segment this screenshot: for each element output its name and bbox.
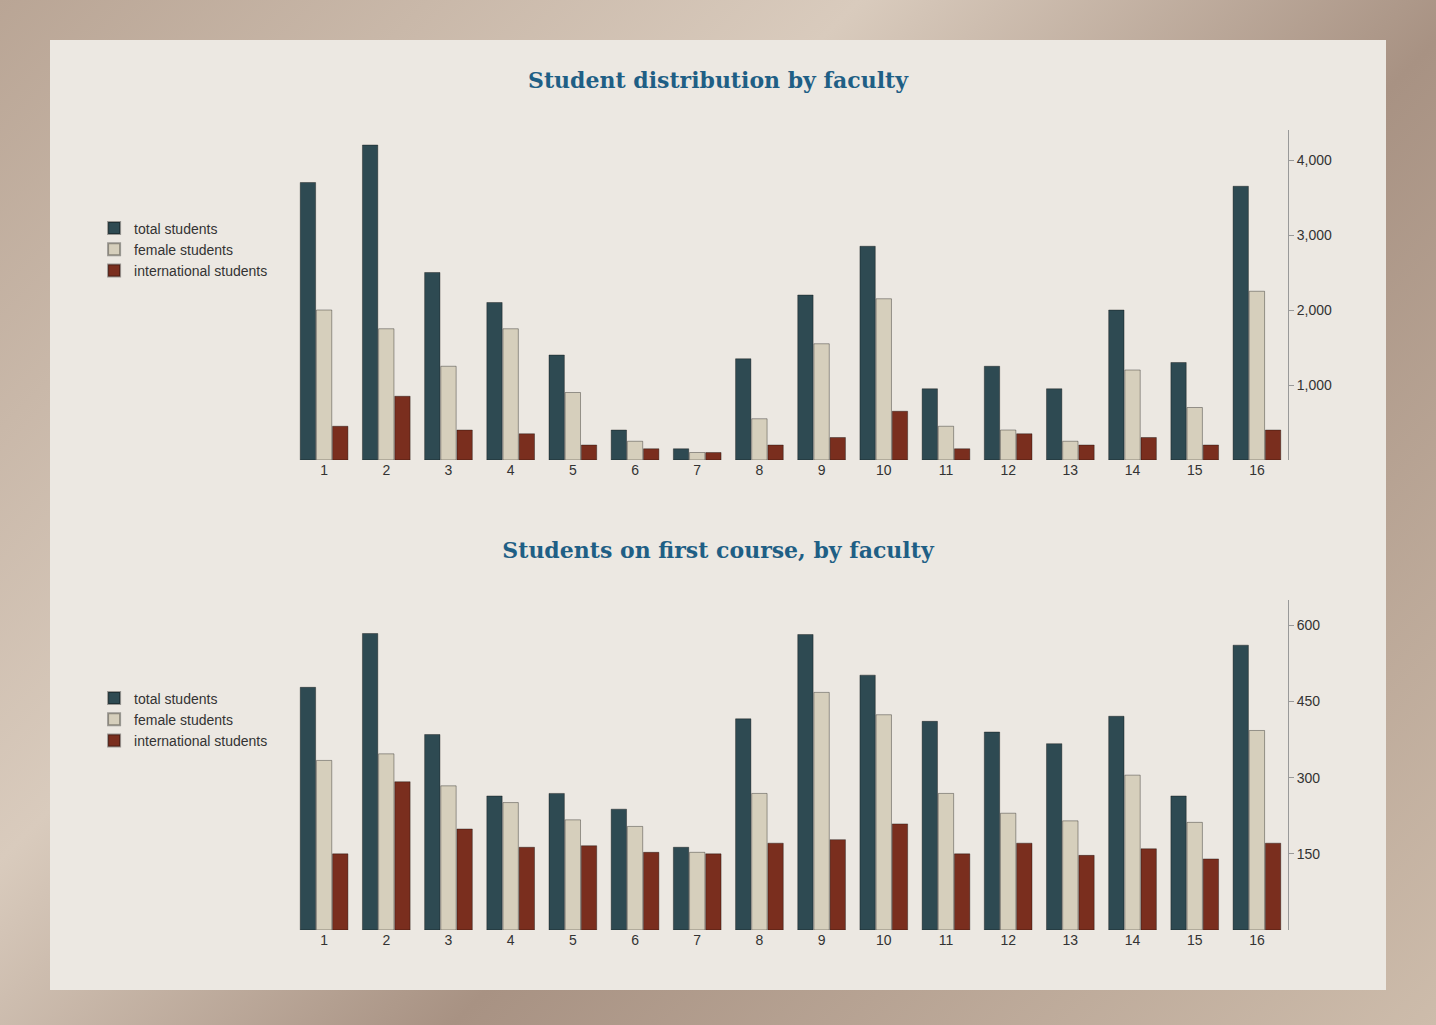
svg-text:15: 15 bbox=[1187, 932, 1203, 948]
svg-text:2,000: 2,000 bbox=[1297, 302, 1332, 318]
svg-text:16: 16 bbox=[1249, 462, 1265, 478]
svg-text:3,000: 3,000 bbox=[1297, 227, 1332, 243]
svg-text:13: 13 bbox=[1063, 462, 1079, 478]
svg-text:150: 150 bbox=[1297, 846, 1321, 862]
svg-text:international students: international students bbox=[134, 733, 267, 749]
svg-text:16: 16 bbox=[1249, 932, 1265, 948]
svg-text:300: 300 bbox=[1297, 770, 1321, 786]
svg-text:12: 12 bbox=[1000, 462, 1016, 478]
svg-text:Student distribution by facult: Student distribution by faculty bbox=[528, 67, 909, 93]
svg-text:8: 8 bbox=[756, 932, 764, 948]
svg-text:9: 9 bbox=[818, 462, 826, 478]
svg-text:9: 9 bbox=[818, 932, 826, 948]
svg-text:female students: female students bbox=[134, 242, 233, 258]
svg-text:11: 11 bbox=[939, 932, 954, 948]
svg-text:12: 12 bbox=[1000, 932, 1016, 948]
svg-text:4: 4 bbox=[507, 932, 515, 948]
svg-text:1,000: 1,000 bbox=[1297, 377, 1332, 393]
svg-text:4: 4 bbox=[507, 462, 515, 478]
svg-text:11: 11 bbox=[939, 462, 954, 478]
svg-text:14: 14 bbox=[1125, 932, 1141, 948]
svg-text:7: 7 bbox=[693, 932, 701, 948]
svg-text:total students: total students bbox=[134, 691, 217, 707]
svg-text:Students on first course, by f: Students on first course, by faculty bbox=[502, 537, 935, 563]
svg-text:6: 6 bbox=[631, 932, 639, 948]
svg-text:14: 14 bbox=[1125, 462, 1141, 478]
svg-text:3: 3 bbox=[445, 462, 453, 478]
svg-text:7: 7 bbox=[693, 462, 701, 478]
svg-text:3: 3 bbox=[445, 932, 453, 948]
svg-text:1: 1 bbox=[320, 462, 328, 478]
svg-text:15: 15 bbox=[1187, 462, 1203, 478]
svg-text:5: 5 bbox=[569, 462, 577, 478]
svg-text:1: 1 bbox=[320, 932, 328, 948]
svg-text:10: 10 bbox=[876, 462, 892, 478]
svg-text:total students: total students bbox=[134, 221, 217, 237]
svg-text:2: 2 bbox=[382, 932, 390, 948]
svg-text:5: 5 bbox=[569, 932, 577, 948]
svg-text:6: 6 bbox=[631, 462, 639, 478]
svg-text:4,000: 4,000 bbox=[1297, 152, 1332, 168]
svg-text:13: 13 bbox=[1063, 932, 1079, 948]
svg-text:450: 450 bbox=[1297, 693, 1321, 709]
svg-text:international students: international students bbox=[134, 263, 267, 279]
svg-text:600: 600 bbox=[1297, 617, 1321, 633]
svg-text:10: 10 bbox=[876, 932, 892, 948]
svg-text:2: 2 bbox=[382, 462, 390, 478]
svg-text:female students: female students bbox=[134, 712, 233, 728]
svg-text:8: 8 bbox=[756, 462, 764, 478]
